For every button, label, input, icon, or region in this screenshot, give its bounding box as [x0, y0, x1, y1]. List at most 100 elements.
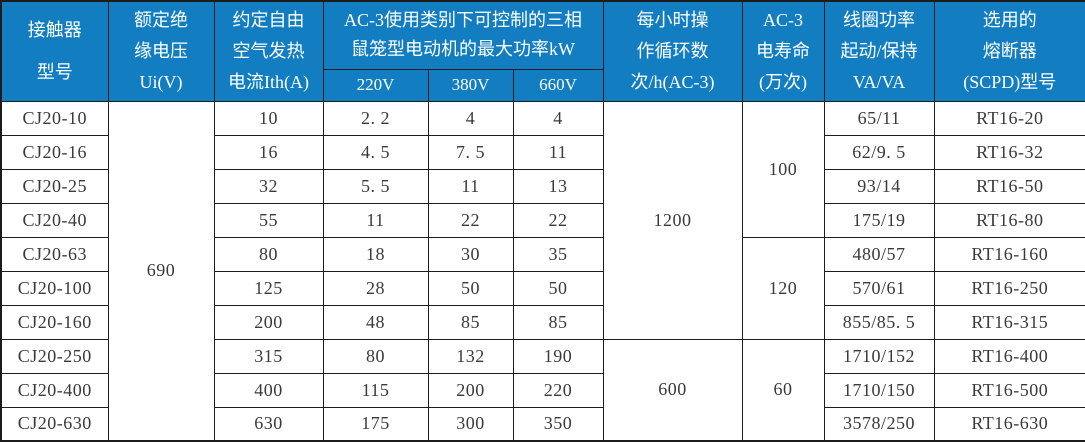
cell-power-660: 11 — [512, 134, 604, 170]
cell-ith: 10 — [213, 100, 324, 136]
header-line: 熔断器 — [982, 40, 1037, 61]
header-line: 次/h(AC-3) — [630, 71, 715, 92]
cell-power-660: 220 — [512, 372, 604, 408]
header-line: (万次) — [759, 71, 808, 92]
cell-life: 120 — [741, 236, 825, 340]
cell-power-660: 35 — [512, 236, 604, 272]
header-line: 约定自由 — [232, 9, 305, 30]
cell-power-380: 4 — [427, 100, 514, 136]
cell-coil-power: 570/61 — [823, 270, 935, 306]
cell-insulation-voltage: 690 — [107, 100, 215, 442]
cell-coil-power: 855/85. 5 — [823, 304, 935, 340]
header-thermal-current: 约定自由 空气发热 电流Ith(A) — [213, 0, 324, 102]
header-ac3-life: AC-3 电寿命 (万次) — [741, 0, 825, 102]
cell-ith: 32 — [213, 168, 324, 204]
table-body: CJ20-10 690 10 2. 2 4 4 1200 100 65/11 R… — [0, 100, 1085, 442]
cell-fuse-model: RT16-630 — [933, 406, 1085, 442]
cell-life: 60 — [741, 338, 825, 442]
cell-model: CJ20-63 — [0, 236, 109, 272]
cell-fuse-model: RT16-50 — [933, 168, 1085, 204]
cell-power-380: 30 — [427, 236, 514, 272]
cell-model: CJ20-250 — [0, 338, 109, 374]
cell-ith: 125 — [213, 270, 324, 306]
cell-power-660: 50 — [512, 270, 604, 306]
header-line: 缘电压 — [134, 40, 188, 61]
cell-power-220: 80 — [322, 338, 429, 374]
table-row: CJ20-160 200 48 85 85 855/85. 5 RT16-315 — [0, 304, 1085, 340]
header-line: 线圈功率 — [843, 9, 916, 30]
cell-ith: 200 — [213, 304, 324, 340]
cell-model: CJ20-400 — [0, 372, 109, 408]
table-row: CJ20-40 55 11 22 22 175/19 RT16-80 — [0, 202, 1085, 238]
cell-power-380: 11 — [427, 168, 514, 204]
cell-coil-power: 93/14 — [823, 168, 935, 204]
cell-power-660: 4 — [512, 100, 604, 136]
cell-cycles: 600 — [602, 338, 743, 442]
cell-power-220: 11 — [322, 202, 429, 238]
cell-power-220: 5. 5 — [322, 168, 429, 204]
table-row: CJ20-630 630 175 300 350 3578/250 RT16-6… — [0, 406, 1085, 442]
table-row: CJ20-250 315 80 132 190 600 60 1710/152 … — [0, 338, 1085, 442]
cell-model: CJ20-25 — [0, 168, 109, 204]
cell-model: CJ20-16 — [0, 134, 109, 170]
table-header: 接触器 型号 额定绝 缘电压 Ui(V) 约定自由 空气发热 电流Ith(A) … — [0, 0, 1085, 102]
header-line: 每小时操 — [636, 9, 709, 30]
header-ac3-max-power: AC-3使用类别下可控制的三相 鼠笼型电动机的最大功率kW — [322, 0, 604, 70]
table-row: CJ20-10 690 10 2. 2 4 4 1200 100 65/11 R… — [0, 100, 1085, 442]
cell-power-660: 350 — [512, 406, 604, 442]
cell-power-220: 18 — [322, 236, 429, 272]
cell-ith: 16 — [213, 134, 324, 170]
cell-power-220: 48 — [322, 304, 429, 340]
cell-coil-power: 1710/150 — [823, 372, 935, 408]
cell-fuse-model: RT16-160 — [933, 236, 1085, 272]
header-380v: 380V — [427, 68, 514, 102]
header-line: 型号 — [36, 62, 73, 83]
cell-ith: 80 — [213, 236, 324, 272]
cell-coil-power: 62/9. 5 — [823, 134, 935, 170]
cell-model: CJ20-10 — [0, 100, 109, 136]
header-220v: 220V — [322, 68, 429, 102]
cell-power-660: 85 — [512, 304, 604, 340]
cell-ith: 55 — [213, 202, 324, 238]
header-line: 额定绝 — [134, 9, 188, 30]
cell-model: CJ20-630 — [0, 406, 109, 442]
header-line: 鼠笼型电动机的最大功率kW — [351, 39, 576, 60]
cell-ith: 400 — [213, 372, 324, 408]
cell-fuse-model: RT16-32 — [933, 134, 1085, 170]
header-line: 选用的 — [982, 9, 1037, 30]
cell-fuse-model: RT16-80 — [933, 202, 1085, 238]
cell-coil-power: 65/11 — [823, 100, 935, 136]
cell-fuse-model: RT16-20 — [933, 100, 1085, 136]
cell-power-380: 132 — [427, 338, 514, 374]
cell-power-380: 22 — [427, 202, 514, 238]
header-fuse-type: 选用的 熔断器 (SCPD)型号 — [933, 0, 1085, 102]
cell-model: CJ20-160 — [0, 304, 109, 340]
cell-power-380: 200 — [427, 372, 514, 408]
header-660v: 660V — [512, 68, 604, 102]
cell-power-220: 115 — [322, 372, 429, 408]
cell-ith: 630 — [213, 406, 324, 442]
cell-ith: 315 — [213, 338, 324, 374]
table-row: CJ20-100 125 28 50 50 570/61 RT16-250 — [0, 270, 1085, 306]
header-line: 接触器 — [27, 19, 82, 40]
header-row-main: 接触器 型号 额定绝 缘电压 Ui(V) 约定自由 空气发热 电流Ith(A) … — [0, 0, 1085, 102]
table-row: CJ20-400 400 115 200 220 1710/150 RT16-5… — [0, 372, 1085, 408]
header-line: 作循环数 — [636, 40, 709, 61]
cell-fuse-model: RT16-500 — [933, 372, 1085, 408]
table-row: CJ20-16 16 4. 5 7. 5 11 62/9. 5 RT16-32 — [0, 134, 1085, 170]
cell-power-660: 13 — [512, 168, 604, 204]
header-line: 电寿命 — [756, 40, 811, 61]
cell-life: 100 — [741, 100, 825, 238]
header-row-voltages: 220V 380V 660V — [1, 68, 1085, 102]
cell-fuse-model: RT16-400 — [933, 338, 1085, 374]
cell-power-660: 190 — [512, 338, 604, 374]
header-line: (SCPD)型号 — [963, 71, 1057, 92]
header-line: VA/VA — [852, 71, 906, 92]
cell-cycles: 1200 — [602, 100, 743, 340]
cell-power-380: 85 — [427, 304, 514, 340]
cell-power-220: 2. 2 — [322, 100, 429, 136]
cell-coil-power: 480/57 — [823, 236, 935, 272]
cell-power-380: 50 — [427, 270, 514, 306]
